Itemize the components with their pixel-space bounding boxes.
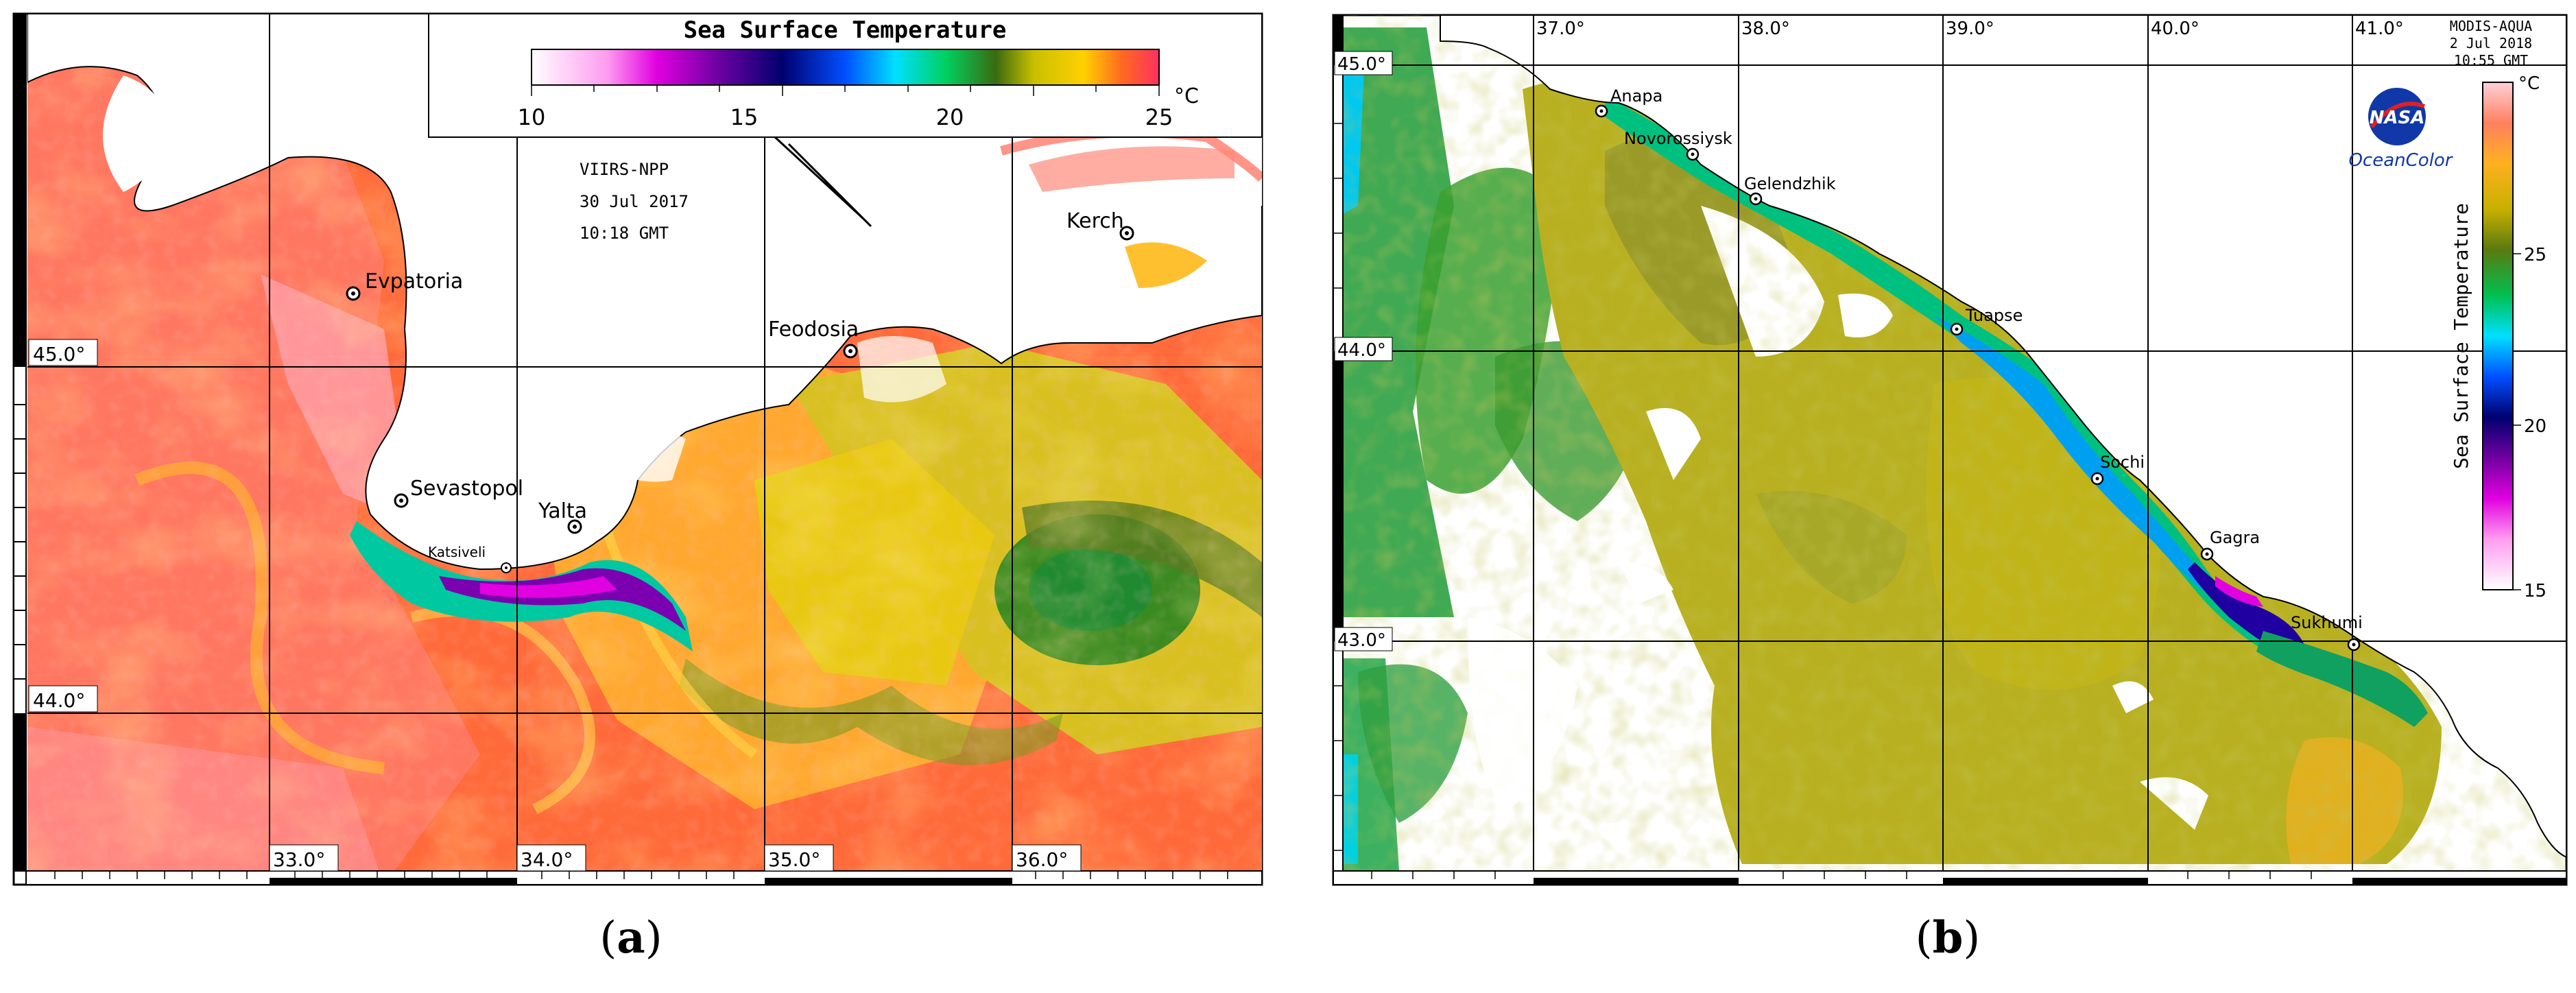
city-kerch: Kerch [1066, 209, 1134, 241]
svg-text:Sochi: Sochi [2100, 453, 2145, 472]
sensor-name-a: VIIRS-NPP [580, 160, 669, 179]
colorbar-a-title: Sea Surface Temperature [684, 16, 1007, 44]
colorbar-b-title: Sea Surface Temperature [2450, 203, 2472, 469]
svg-text:Anapa: Anapa [1610, 86, 1662, 106]
lon-label-b-37: 37.0° [1536, 19, 1585, 39]
lat-label-45: 45.0° [33, 343, 85, 366]
svg-text:Evpatoria: Evpatoria [365, 270, 463, 294]
city-evpatoria: Evpatoria [346, 270, 463, 301]
lon-label-34: 34.0° [521, 848, 573, 871]
cities-b: Anapa Novorossiysk Gelendzhik Tuapse Soc… [1595, 86, 2363, 651]
lon-label-33: 33.0° [273, 848, 325, 871]
lat-label-b-45: 45.0° [1337, 54, 1386, 75]
city-gagra: Gagra [2200, 528, 2260, 561]
colorbar-a: Sea Surface Temperature 10 15 20 25 °C [428, 13, 1263, 138]
lat-label-b-43: 43.0° [1337, 630, 1386, 651]
city-anapa: Anapa [1595, 86, 1662, 118]
sensor-info-b: MODIS-AQUA 2 Jul 2018 10:55 GMT [2450, 18, 2532, 69]
svg-text:NASA: NASA [2370, 108, 2425, 128]
sensor-time-a: 10:18 GMT [580, 224, 669, 243]
svg-text:Gelendzhik: Gelendzhik [1744, 174, 1836, 193]
caption-a: (a) [599, 912, 663, 964]
svg-text:Katsiveli: Katsiveli [428, 544, 486, 560]
svg-text:Kerch: Kerch [1066, 209, 1124, 233]
city-yalta: Yalta [538, 499, 587, 534]
sensor-date-b: 2 Jul 2018 [2450, 35, 2532, 51]
colorbar-b-tick-25: 25 [2524, 245, 2547, 265]
lon-label-b-41: 41.0° [2355, 19, 2404, 39]
caucasus-land [1440, 15, 2566, 859]
lon-label-b-39: 39.0° [1946, 19, 1994, 39]
city-feodosia: Feodosia [768, 318, 859, 359]
sensor-date-a: 30 Jul 2017 [580, 192, 689, 211]
svg-text:Gagra: Gagra [2210, 528, 2260, 547]
colorbar-b-unit: °C [2518, 73, 2540, 94]
city-sochi: Sochi [2090, 453, 2145, 486]
colorbar-b: °C 25 20 15 Sea Surface Temperature [2450, 73, 2547, 601]
svg-text:Feodosia: Feodosia [768, 318, 859, 342]
city-sevastopol: Sevastopol [394, 477, 523, 508]
city-katsiveli: Katsiveli [428, 544, 512, 573]
panel-b-map: 45.0° 44.0° 43.0° 37.0° 38.0° 39.0° 40.0… [1317, 0, 2576, 898]
nasa-logo: NASA OceanColor [2348, 88, 2454, 171]
city-gelendzhik: Gelendzhik [1744, 174, 1836, 206]
lon-label-36: 36.0° [1016, 848, 1068, 871]
coord-labels-a: 45.0° 44.0° 33.0° 34.0° 35.0° 36.0° [28, 339, 1082, 872]
lon-label-b-40: 40.0° [2151, 19, 2199, 39]
coord-labels-b: 45.0° 44.0° 43.0° 37.0° 38.0° 39.0° 40.0… [1334, 19, 2404, 651]
colorbar-a-unit: °C [1174, 84, 1199, 108]
colorbar-b-tick-20: 20 [2524, 416, 2547, 437]
sensor-time-b: 10:55 GMT [2454, 52, 2528, 69]
sensor-info-a: VIIRS-NPP 30 Jul 2017 10:18 GMT [580, 160, 689, 243]
colorbar-a-tick-25: 25 [1145, 104, 1173, 130]
colorbar-b-tick-15: 15 [2524, 581, 2547, 601]
lon-label-b-38: 38.0° [1741, 19, 1790, 39]
colorbar-a-tick-20: 20 [936, 104, 964, 130]
svg-text:Sevastopol: Sevastopol [410, 477, 523, 501]
panel-a-map: Sea Surface Temperature 10 15 20 25 °C V… [0, 0, 1269, 898]
svg-text:Tuapse: Tuapse [1965, 306, 2023, 325]
svg-text:Sukhumi: Sukhumi [2291, 613, 2363, 632]
city-tuapse: Tuapse [1950, 306, 2023, 336]
svg-text:Novorossiysk: Novorossiysk [1624, 129, 1732, 148]
city-novorossiysk: Novorossiysk [1624, 129, 1732, 161]
lon-label-35: 35.0° [768, 848, 820, 871]
cities-a: Evpatoria Sevastopol Katsiveli Yalta Feo… [346, 209, 1134, 573]
caption-b: (b) [1915, 912, 1981, 964]
city-sukhumi: Sukhumi [2291, 613, 2363, 651]
graticule-b [1333, 15, 2566, 871]
oceancolor-brand: OceanColor [2348, 150, 2453, 171]
graticule [27, 14, 1262, 871]
lat-label-44: 44.0° [33, 689, 85, 712]
colorbar-a-tick-15: 15 [730, 104, 759, 130]
lat-label-b-44: 44.0° [1337, 340, 1386, 361]
sensor-name-b: MODIS-AQUA [2450, 18, 2532, 34]
svg-text:Yalta: Yalta [538, 499, 587, 523]
colorbar-a-tick-10: 10 [518, 104, 546, 130]
